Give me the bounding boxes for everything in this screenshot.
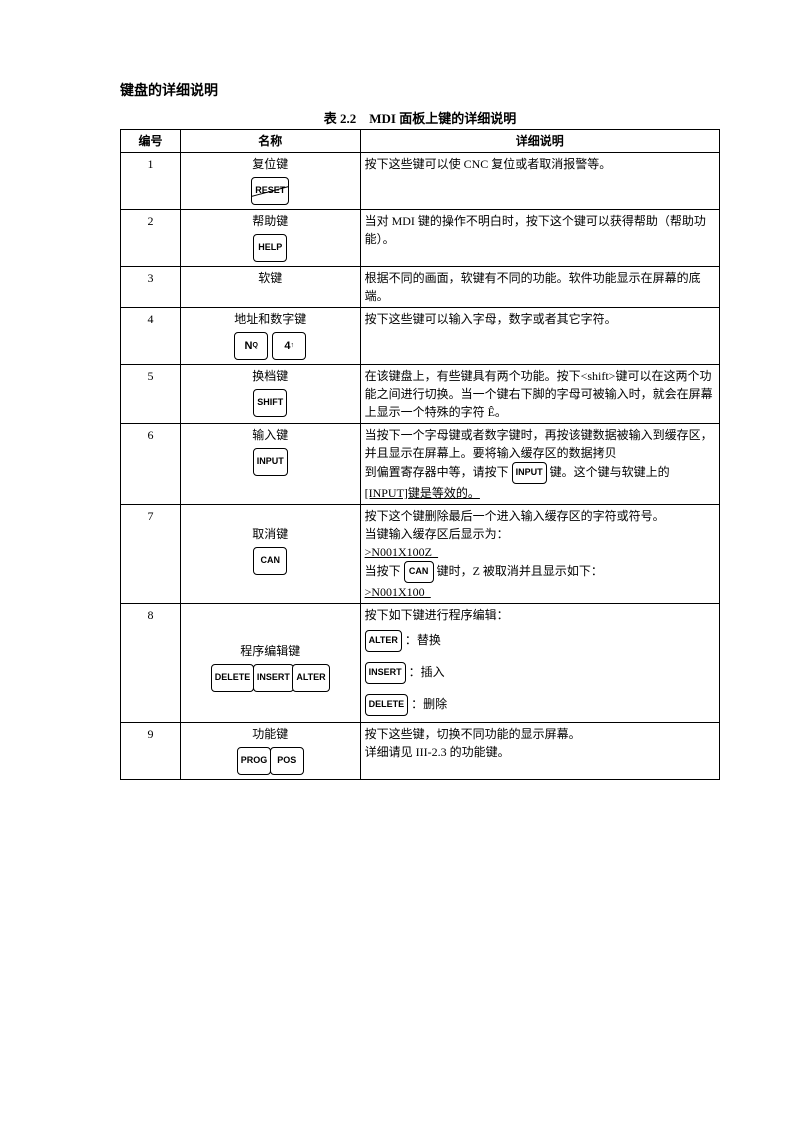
row-name-cell: 软键 (180, 267, 360, 308)
table-caption: 表 2.2 MDI 面板上键的详细说明 (120, 108, 720, 127)
row-desc: 按下这些键，切换不同功能的显示屏幕。 详细请见 III-2.3 的功能键。 (360, 723, 719, 780)
header-name: 名称 (180, 130, 360, 153)
table-row: 5 换档键 SHIFT 在该键盘上，有些键具有两个功能。按下<shift>键可以… (121, 365, 720, 424)
insert-key-icon: INSERT (365, 662, 406, 684)
desc-text: ：插入 (409, 665, 445, 679)
desc-text: 按下这个键删除最后一个进入输入缓存区的字符或符号。 (365, 507, 715, 525)
table-row: 8 程序编辑键 DELETE INSERT ALTER 按下如下键进行程序编辑：… (121, 604, 720, 723)
desc-text: >N001X100_ (365, 583, 715, 601)
row-num: 8 (121, 604, 181, 723)
row-desc: 根据不同的画面，软键有不同的功能。软件功能显示在屏幕的底端。 (360, 267, 719, 308)
key-name-label: 取消键 (185, 525, 356, 543)
input-key-icon: INPUT (512, 462, 547, 484)
delete-key-icon: DELETE (211, 664, 255, 692)
row-name-cell: 程序编辑键 DELETE INSERT ALTER (180, 604, 360, 723)
help-key-icon: HELP (253, 234, 287, 262)
row-desc: 按下这个键删除最后一个进入输入缓存区的字符或符号。 当键输入缓存区后显示为： >… (360, 505, 719, 604)
number-key-icon: 4↑ (272, 332, 306, 360)
row-num: 1 (121, 153, 181, 210)
key-name-label: 程序编辑键 (185, 642, 356, 660)
key-name-label: 换档键 (185, 367, 356, 385)
desc-text: 当按下 CAN 键时，Z 被取消并且显示如下： (365, 561, 715, 583)
desc-text: ：删除 (411, 697, 447, 711)
desc-text: 按下如下键进行程序编辑： (365, 606, 715, 624)
insert-key-icon: INSERT (253, 664, 294, 692)
row-num: 3 (121, 267, 181, 308)
alter-key-icon: ALTER (365, 630, 402, 652)
delete-key-icon: DELETE (365, 694, 409, 716)
alter-key-icon: ALTER (292, 664, 329, 692)
key-name-label: 输入键 (185, 426, 356, 444)
header-num: 编号 (121, 130, 181, 153)
row-num: 5 (121, 365, 181, 424)
input-key-icon: INPUT (253, 448, 288, 476)
address-key-icon: NQ (234, 332, 268, 360)
prog-key-icon: PROG (237, 747, 272, 775)
row-desc: 当按下一个字母键或者数字键时，再按该键数据被输入到缓存区，并且显示在屏幕上。要将… (360, 424, 719, 505)
pos-key-icon: POS (270, 747, 304, 775)
row-name-cell: 复位键 RESET (180, 153, 360, 210)
row-num: 2 (121, 210, 181, 267)
table-row: 3 软键 根据不同的画面，软键有不同的功能。软件功能显示在屏幕的底端。 (121, 267, 720, 308)
desc-text: ：替换 (405, 633, 441, 647)
row-name-cell: 帮助键 HELP (180, 210, 360, 267)
table-row: 6 输入键 INPUT 当按下一个字母键或者数字键时，再按该键数据被输入到缓存区… (121, 424, 720, 505)
row-num: 9 (121, 723, 181, 780)
desc-text: [INPUT]键是等效的。 (365, 484, 715, 502)
desc-text: 按下这些键，切换不同功能的显示屏幕。 (365, 725, 715, 743)
desc-text: 到偏置寄存器中等，请按下 INPUT 键。这个键与软键上的 (365, 462, 715, 484)
row-name-cell: 输入键 INPUT (180, 424, 360, 505)
row-desc: 按下如下键进行程序编辑： ALTER ：替换 INSERT ：插入 DELETE… (360, 604, 719, 723)
row-desc: 按下这些键可以输入字母，数字或者其它字符。 (360, 308, 719, 365)
desc-text: 当键输入缓存区后显示为： (365, 525, 715, 543)
desc-text: 详细请见 III-2.3 的功能键。 (365, 743, 715, 761)
row-name-cell: 取消键 CAN (180, 505, 360, 604)
can-key-icon: CAN (253, 547, 287, 575)
table-row: 2 帮助键 HELP 当对 MDI 键的操作不明白时，按下这个键可以获得帮助（帮… (121, 210, 720, 267)
table-row: 9 功能键 PROG POS 按下这些键，切换不同功能的显示屏幕。 详细请见 I… (121, 723, 720, 780)
row-name-cell: 功能键 PROG POS (180, 723, 360, 780)
can-key-icon: CAN (404, 561, 434, 583)
row-desc: 当对 MDI 键的操作不明白时，按下这个键可以获得帮助（帮助功能）。 (360, 210, 719, 267)
row-desc: 在该键盘上，有些键具有两个功能。按下<shift>键可以在这两个功能之间进行切换… (360, 365, 719, 424)
row-num: 4 (121, 308, 181, 365)
table-row: 4 地址和数字键 NQ 4↑ 按下这些键可以输入字母，数字或者其它字符。 (121, 308, 720, 365)
table-row: 7 取消键 CAN 按下这个键删除最后一个进入输入缓存区的字符或符号。 当键输入… (121, 505, 720, 604)
key-name-label: 复位键 (185, 155, 356, 173)
row-name-cell: 地址和数字键 NQ 4↑ (180, 308, 360, 365)
desc-text: >N001X100Z_ (365, 543, 715, 561)
key-name-label: 地址和数字键 (185, 310, 356, 328)
reset-key-icon: RESET (251, 177, 289, 205)
row-num: 6 (121, 424, 181, 505)
key-name-label: 帮助键 (185, 212, 356, 230)
header-desc: 详细说明 (360, 130, 719, 153)
page-title: 键盘的详细说明 (120, 80, 720, 100)
desc-text: 当按下一个字母键或者数字键时，再按该键数据被输入到缓存区，并且显示在屏幕上。要将… (365, 426, 715, 462)
row-num: 7 (121, 505, 181, 604)
table-row: 1 复位键 RESET 按下这些键可以使 CNC 复位或者取消报警等。 (121, 153, 720, 210)
table-header-row: 编号 名称 详细说明 (121, 130, 720, 153)
shift-key-icon: SHIFT (253, 389, 287, 417)
key-description-table: 编号 名称 详细说明 1 复位键 RESET 按下这些键可以使 CNC 复位或者… (120, 129, 720, 780)
key-name-label: 软键 (185, 269, 356, 287)
row-name-cell: 换档键 SHIFT (180, 365, 360, 424)
row-desc: 按下这些键可以使 CNC 复位或者取消报警等。 (360, 153, 719, 210)
key-name-label: 功能键 (185, 725, 356, 743)
